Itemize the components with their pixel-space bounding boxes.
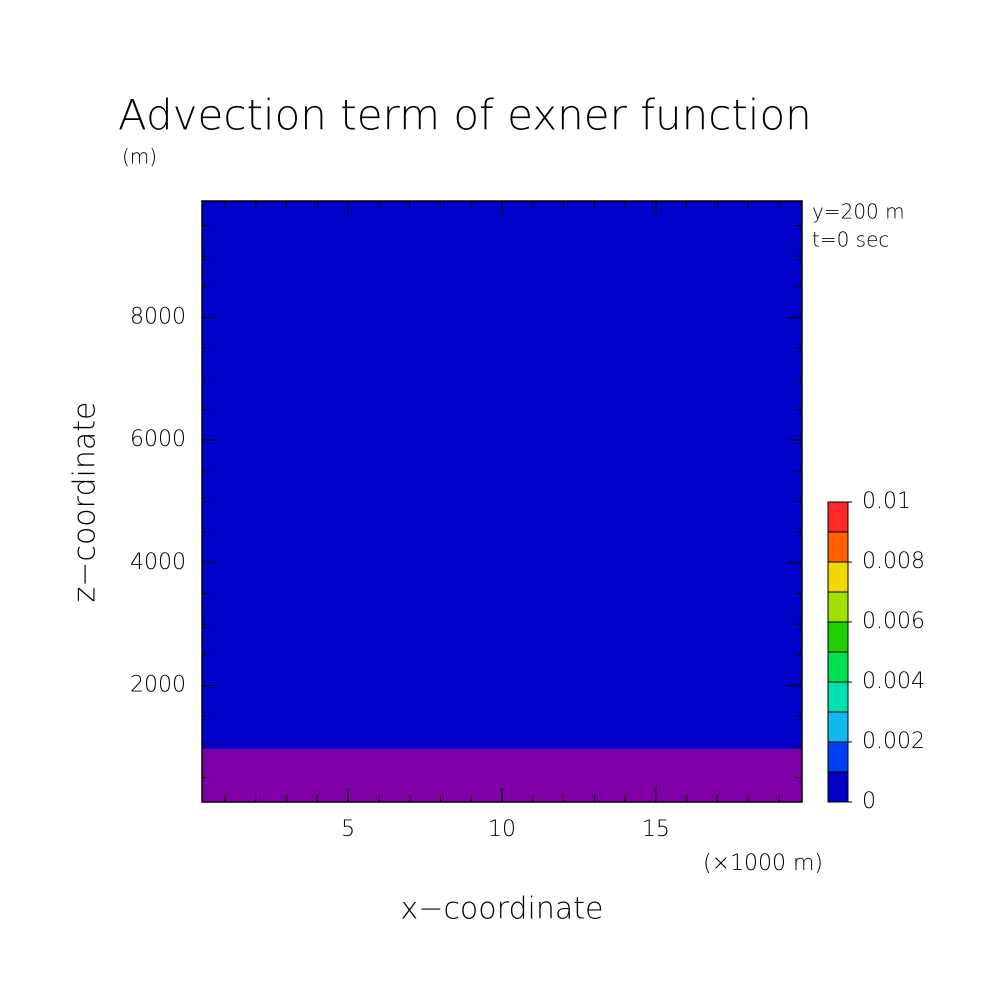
y-tick-label: 8000 xyxy=(130,305,186,330)
contour-region xyxy=(202,201,802,749)
annotation: y=200 m xyxy=(812,200,905,224)
y-tick-label: 2000 xyxy=(130,672,186,697)
colorbar-cell xyxy=(827,741,849,773)
chart-title: Advection term of exner function xyxy=(118,91,812,140)
y-tick-label: 6000 xyxy=(130,427,186,452)
colorbar-cell xyxy=(827,621,849,653)
x-axis-unit: (×1000 m) xyxy=(703,851,823,876)
colorbar-tick-label: 0.006 xyxy=(862,609,925,634)
colorbar-cell xyxy=(827,501,849,533)
y-tick-label: 4000 xyxy=(130,550,186,575)
x-axis-label: x−coordinate xyxy=(401,892,604,927)
annotation: t=0 sec xyxy=(812,228,889,252)
x-tick-label: 10 xyxy=(488,817,516,842)
colorbar-tick-label: 0.002 xyxy=(862,729,925,754)
colorbar-cell xyxy=(827,651,849,683)
y-axis-label: z−coordinate xyxy=(68,402,103,603)
colorbar-cell xyxy=(827,711,849,743)
colorbar-tick-label: 0.01 xyxy=(862,489,911,514)
x-tick-label: 15 xyxy=(642,817,670,842)
colorbar-cell xyxy=(827,591,849,623)
colorbar-cell xyxy=(827,561,849,593)
colorbar-tick-label: 0.008 xyxy=(862,549,925,574)
colorbar-cell xyxy=(827,681,849,713)
colorbar-tick-label: 0.004 xyxy=(862,669,925,694)
x-tick-label: 5 xyxy=(341,817,355,842)
units: (m) xyxy=(122,145,157,169)
colorbar-tick-label: 0 xyxy=(862,789,876,814)
colorbar-cell xyxy=(827,531,849,563)
colorbar-cell xyxy=(827,771,849,803)
